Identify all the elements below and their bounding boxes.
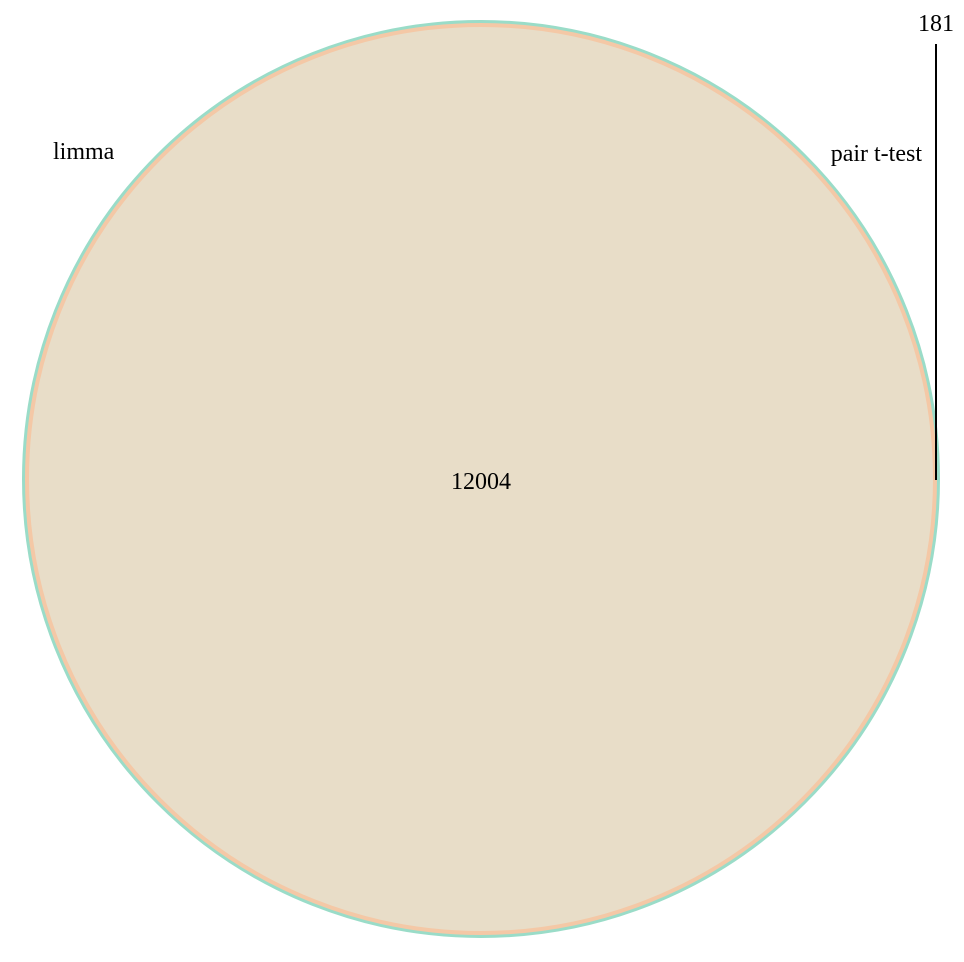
set-label-limma: limma — [53, 139, 115, 165]
set-circle-limma — [22, 20, 940, 938]
region-count-pair-t-test-only: 181 — [918, 11, 954, 37]
region-count-intersection: 12004 — [451, 469, 511, 495]
set-label-pair-t-test: pair t-test — [831, 141, 923, 167]
